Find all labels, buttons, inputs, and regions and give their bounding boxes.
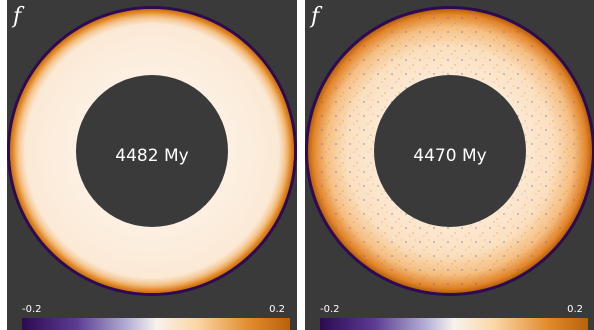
colorbar-max-label: 0.2 xyxy=(567,304,583,315)
field-label: f xyxy=(13,4,22,29)
plot-panel-left: f 4482 My -0.2 0.2 xyxy=(7,0,297,330)
inner-core xyxy=(76,75,228,227)
model-time-label: 4482 My xyxy=(115,146,189,166)
model-time-label: 4470 My xyxy=(413,146,487,166)
field-map-right xyxy=(305,6,594,296)
colorbar xyxy=(22,318,290,330)
colorbar-min-label: -0.2 xyxy=(320,304,340,315)
field-label: f xyxy=(311,4,320,29)
colorbar-max-label: 0.2 xyxy=(269,304,285,315)
plot-panel-right: f 4470 My -0.2 0.2 xyxy=(305,0,594,330)
field-map-left xyxy=(7,6,297,296)
colorbar-min-label: -0.2 xyxy=(22,304,42,315)
colorbar xyxy=(320,318,588,330)
inner-core xyxy=(374,75,526,227)
